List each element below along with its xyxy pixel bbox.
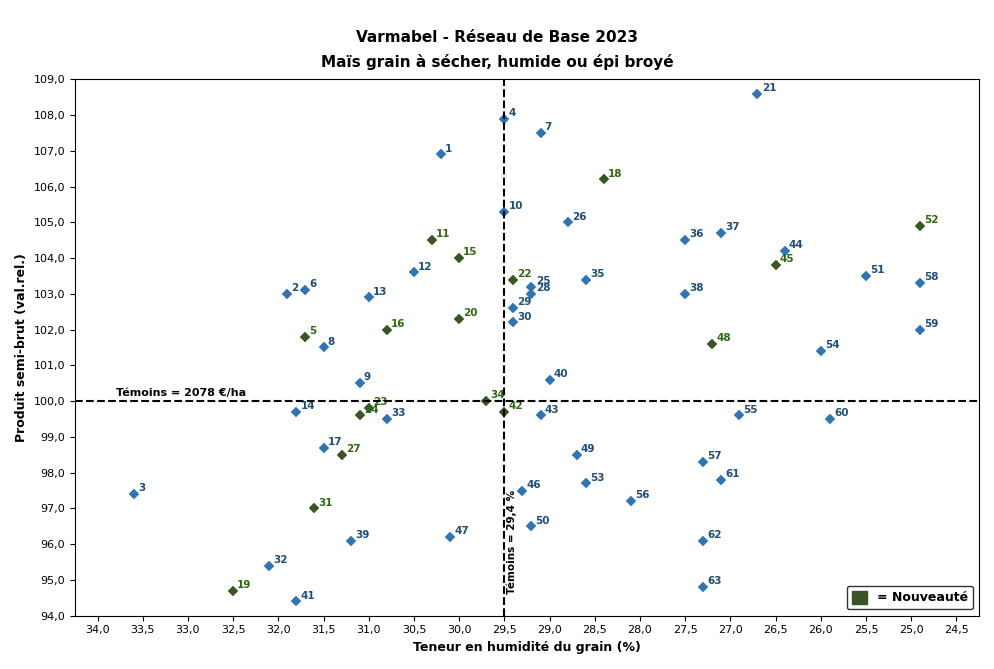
Text: 25: 25 [536, 276, 550, 286]
Text: 63: 63 [708, 576, 722, 586]
Text: 10: 10 [509, 201, 523, 211]
Text: 28: 28 [536, 283, 550, 293]
Text: 1: 1 [445, 144, 452, 154]
Text: 35: 35 [589, 269, 604, 279]
Text: 33: 33 [391, 408, 406, 418]
Text: 57: 57 [708, 451, 722, 461]
Text: 27: 27 [346, 444, 361, 454]
Text: 6: 6 [309, 280, 317, 290]
Text: 20: 20 [463, 308, 478, 318]
Text: 13: 13 [373, 286, 388, 296]
Text: 12: 12 [418, 262, 432, 272]
Text: 24: 24 [364, 405, 379, 415]
Text: 16: 16 [391, 319, 406, 328]
Text: 51: 51 [870, 265, 885, 275]
Text: Témoins = 29,4 %: Témoins = 29,4 % [506, 490, 517, 594]
Text: 53: 53 [589, 472, 604, 482]
Text: Maïs grain à sécher, humide ou épi broyé: Maïs grain à sécher, humide ou épi broyé [321, 54, 673, 70]
Text: 41: 41 [300, 591, 315, 601]
Text: 34: 34 [490, 390, 505, 400]
Text: 40: 40 [554, 369, 569, 379]
Text: 3: 3 [138, 483, 145, 493]
Text: 49: 49 [580, 444, 595, 454]
Text: 37: 37 [726, 222, 741, 232]
Text: 15: 15 [463, 248, 478, 258]
Text: 62: 62 [708, 530, 722, 540]
Text: 14: 14 [300, 401, 315, 411]
Text: 30: 30 [518, 312, 532, 322]
Text: 7: 7 [545, 122, 552, 132]
Text: 23: 23 [373, 397, 388, 407]
Text: 18: 18 [608, 169, 622, 179]
Text: 55: 55 [744, 405, 758, 415]
Text: 50: 50 [536, 516, 550, 526]
Text: 31: 31 [319, 498, 333, 508]
Text: 39: 39 [355, 530, 369, 540]
Text: 32: 32 [273, 555, 288, 565]
Text: 38: 38 [689, 283, 704, 293]
Text: 19: 19 [238, 580, 251, 590]
Text: 26: 26 [572, 211, 586, 221]
Legend: = Nouveauté: = Nouveauté [847, 586, 973, 609]
Text: 11: 11 [436, 229, 450, 240]
Text: 21: 21 [761, 83, 776, 93]
Text: 5: 5 [309, 326, 317, 336]
Text: 4: 4 [509, 108, 516, 118]
Text: 58: 58 [924, 272, 939, 282]
Text: 52: 52 [924, 215, 939, 225]
Text: Varmabel - Réseau de Base 2023: Varmabel - Réseau de Base 2023 [356, 30, 638, 45]
Text: 2: 2 [291, 283, 299, 293]
Y-axis label: Produit semi-brut (val.rel.): Produit semi-brut (val.rel.) [15, 253, 28, 442]
Text: 22: 22 [518, 269, 532, 279]
Text: 29: 29 [518, 297, 532, 307]
Text: 61: 61 [726, 469, 740, 479]
Text: 54: 54 [825, 341, 840, 351]
Text: 59: 59 [924, 319, 938, 328]
Text: 17: 17 [328, 437, 342, 447]
Text: Témoins = 2078 €/ha: Témoins = 2078 €/ha [115, 388, 246, 398]
Text: 45: 45 [779, 254, 794, 264]
Text: 47: 47 [454, 527, 469, 537]
Text: 9: 9 [364, 373, 371, 383]
Text: 8: 8 [328, 337, 335, 347]
X-axis label: Teneur en humidité du grain (%): Teneur en humidité du grain (%) [414, 641, 641, 654]
Text: 36: 36 [689, 229, 704, 240]
Text: 43: 43 [545, 405, 560, 415]
Text: 42: 42 [509, 401, 523, 411]
Text: 44: 44 [789, 240, 803, 250]
Text: 48: 48 [717, 333, 731, 343]
Text: 46: 46 [527, 480, 541, 490]
Text: 56: 56 [635, 490, 650, 500]
Text: 60: 60 [834, 408, 849, 418]
